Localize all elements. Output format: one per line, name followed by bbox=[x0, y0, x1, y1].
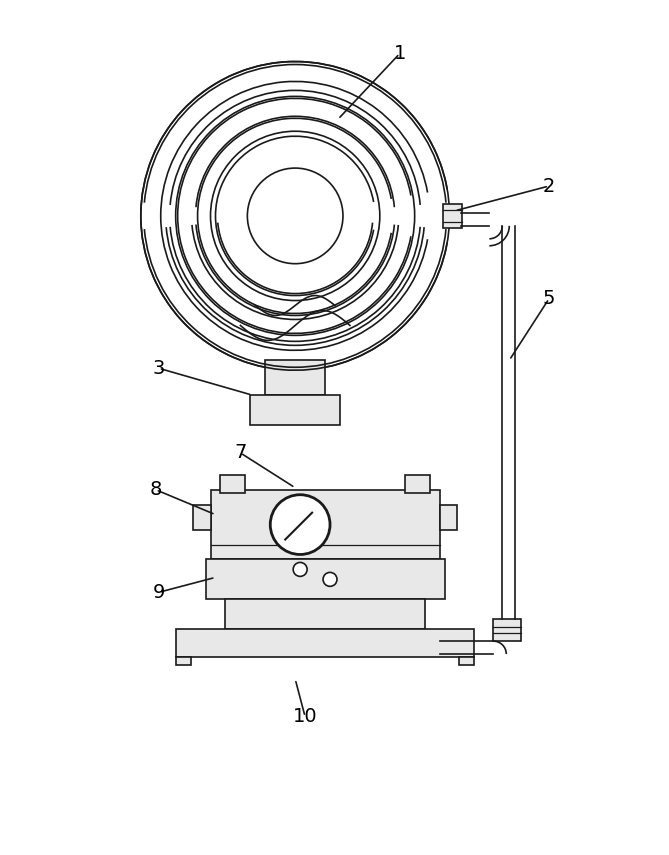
Bar bbox=[250, 395, 340, 425]
Ellipse shape bbox=[293, 563, 307, 576]
Ellipse shape bbox=[211, 131, 380, 300]
Bar bbox=[221, 475, 246, 492]
Bar bbox=[443, 204, 462, 227]
Ellipse shape bbox=[323, 572, 337, 587]
Text: 9: 9 bbox=[153, 583, 165, 602]
Bar bbox=[193, 504, 211, 529]
Bar bbox=[211, 490, 440, 559]
Bar bbox=[440, 504, 458, 529]
Ellipse shape bbox=[248, 168, 343, 263]
Bar bbox=[405, 475, 429, 492]
Text: 7: 7 bbox=[234, 444, 247, 463]
Text: 10: 10 bbox=[293, 707, 317, 726]
Bar bbox=[205, 559, 444, 599]
Bar bbox=[225, 599, 425, 629]
Text: 2: 2 bbox=[543, 176, 555, 196]
Ellipse shape bbox=[176, 97, 415, 335]
Bar bbox=[493, 619, 521, 641]
Bar bbox=[176, 629, 474, 657]
Bar bbox=[460, 657, 474, 665]
Text: 5: 5 bbox=[543, 289, 555, 308]
Ellipse shape bbox=[140, 62, 450, 370]
Text: 8: 8 bbox=[150, 481, 162, 499]
Text: 3: 3 bbox=[153, 359, 165, 378]
Text: 1: 1 bbox=[393, 44, 406, 63]
Bar bbox=[176, 657, 191, 665]
Ellipse shape bbox=[270, 495, 330, 555]
Bar bbox=[266, 360, 325, 395]
